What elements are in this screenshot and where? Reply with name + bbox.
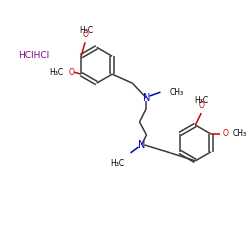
Text: HClHCl: HClHCl <box>18 51 49 60</box>
Text: N: N <box>143 93 150 103</box>
Text: CH₃: CH₃ <box>233 130 247 138</box>
Text: H₃C: H₃C <box>79 26 93 35</box>
Text: H₃C: H₃C <box>49 68 63 77</box>
Text: O: O <box>198 101 204 110</box>
Text: H₃C: H₃C <box>194 96 208 105</box>
Text: O: O <box>82 30 88 39</box>
Text: N: N <box>138 140 145 150</box>
Text: O: O <box>223 130 229 138</box>
Text: H₃C: H₃C <box>110 159 124 168</box>
Text: CH₃: CH₃ <box>170 88 183 96</box>
Text: O: O <box>68 68 74 77</box>
